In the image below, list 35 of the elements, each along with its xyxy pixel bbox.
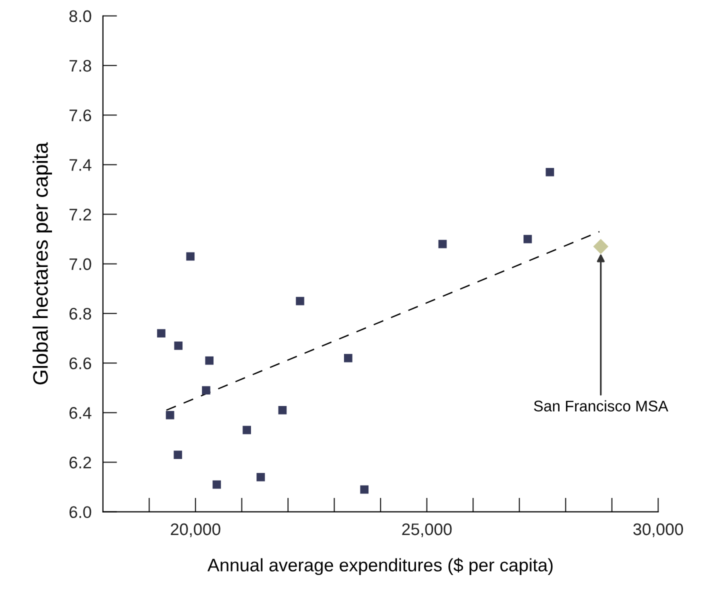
point <box>166 410 174 420</box>
x-tick-label: 25,000 <box>402 523 452 538</box>
point <box>524 234 532 244</box>
point <box>212 480 221 489</box>
y-axis-title: Global hectares per capita <box>32 142 52 384</box>
point <box>242 426 252 434</box>
point <box>546 168 554 176</box>
y-tick-label: 7.8 <box>70 60 92 72</box>
x-axis-title: Annual average expenditures ($ per capita) <box>207 558 553 576</box>
point <box>205 356 214 365</box>
y-tick-label: 7.4 <box>70 159 92 171</box>
point <box>256 472 265 482</box>
point <box>174 450 182 459</box>
annotation: San Francisco MSA <box>534 400 668 412</box>
point <box>360 485 369 494</box>
y-tick-label: 6.4 <box>70 407 92 419</box>
point <box>438 240 447 248</box>
point <box>174 342 183 350</box>
x-tick-label: 20,000 <box>170 523 220 538</box>
x-tick-label: 30,000 <box>633 523 684 538</box>
y-tick-label: 7.6 <box>70 109 92 122</box>
y-tick-label: 6.8 <box>70 308 92 320</box>
point <box>296 296 304 306</box>
y-tick-label: 6.6 <box>70 357 92 370</box>
point <box>344 354 352 362</box>
y-tick-label: 6.2 <box>70 456 92 468</box>
point <box>593 238 608 254</box>
y-tick-label: 8.0 <box>69 10 92 22</box>
y-tick-label: 7.0 <box>70 258 92 270</box>
y-tick-label: 7.2 <box>70 208 92 220</box>
point <box>186 252 195 261</box>
point <box>157 329 166 338</box>
point <box>278 406 287 414</box>
y-tick-label: 6.0 <box>70 506 92 518</box>
point <box>202 386 210 395</box>
